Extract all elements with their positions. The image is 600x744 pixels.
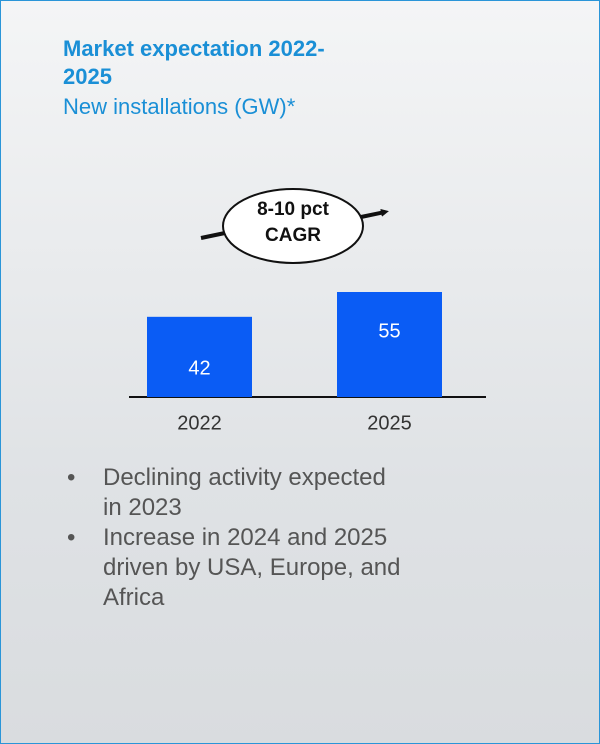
value-label: 55 (378, 320, 400, 342)
bullet-list: Declining activity expected in 2023Incre… (63, 463, 363, 613)
bullet-item: Increase in 2024 and 2025 driven by USA,… (63, 523, 363, 613)
annotation-box: 8-10 pct CAGR (233, 197, 353, 257)
bar (337, 292, 442, 397)
bullet-text: Increase in 2024 and 2025 driven by USA,… (103, 523, 403, 613)
panel: Market expectation 2022-2025 New install… (0, 0, 600, 744)
chart: 8-10 pct CAGR 42 2022 55 2025 (1, 1, 599, 461)
annotation: 8-10 pct CAGR (248, 197, 338, 249)
bullet-text: Declining activity expected in 2023 (103, 463, 403, 523)
arrow-out (361, 212, 385, 217)
value-label: 42 (188, 358, 210, 380)
bullet-item: Declining activity expected in 2023 (63, 463, 363, 523)
x-tick-label: 2022 (177, 412, 222, 434)
arrow-in (201, 233, 225, 238)
x-tick-label: 2025 (367, 412, 412, 434)
